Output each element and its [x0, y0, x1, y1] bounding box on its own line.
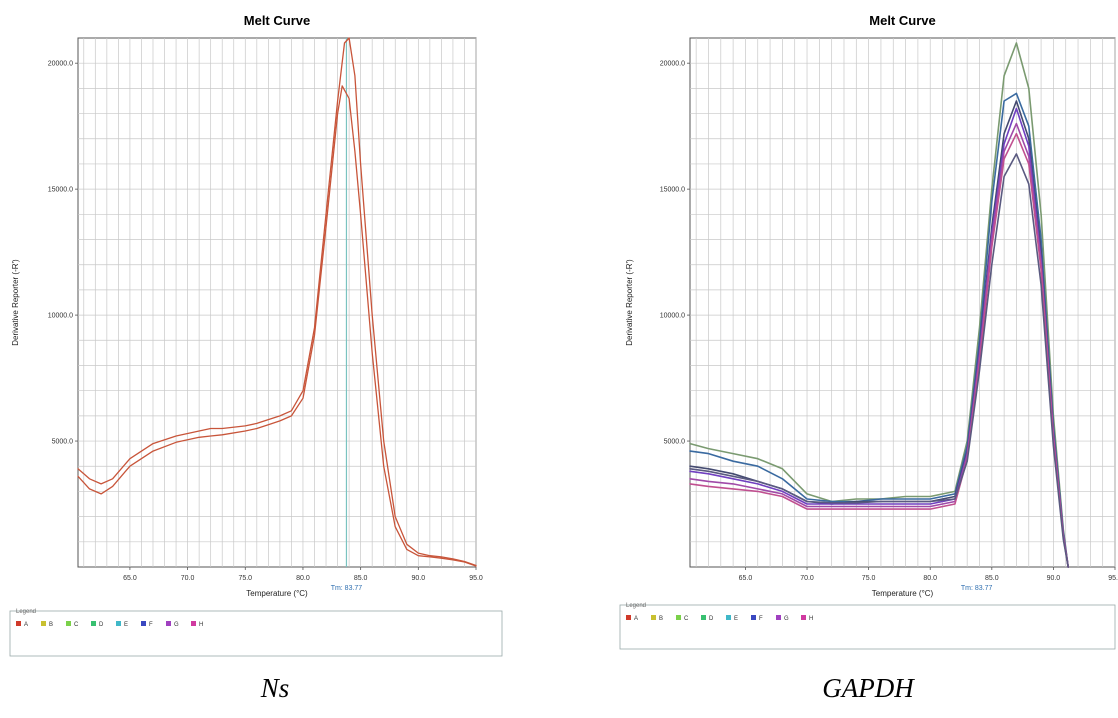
- legend-swatch: [701, 615, 706, 620]
- legend-label: F: [149, 622, 153, 628]
- x-axis-label: Temperature (°C): [246, 589, 308, 598]
- series-line: [689, 153, 1069, 568]
- legend-label: B: [659, 616, 663, 622]
- y-tick-label: 5000.0: [664, 439, 686, 446]
- x-tick-label: 95.0: [1108, 575, 1118, 582]
- x-tick-label: 75.0: [862, 575, 876, 582]
- chart-title: Melt Curve: [869, 13, 935, 28]
- legend-label: D: [99, 622, 104, 628]
- series-line: [689, 92, 1069, 568]
- y-tick-label: 20000.0: [660, 61, 685, 68]
- x-tick-label: 80.0: [296, 575, 310, 582]
- legend-box: [619, 604, 1116, 650]
- legend-label: A: [634, 616, 638, 622]
- plot-area: [77, 37, 477, 568]
- legend: Legend A B C D E F G H: [9, 609, 503, 657]
- legend-label: H: [809, 616, 813, 622]
- legend-swatch: [191, 621, 196, 626]
- x-tick-label: 75.0: [238, 575, 252, 582]
- melt-curve-chart-ns: Melt Curve 65.0 70.0 75.0 80.0 85.0 90.0 95.0 50…: [9, 13, 503, 703]
- x-axis-label: Temperature (°C): [872, 589, 934, 598]
- y-tick-label: 10000.0: [48, 313, 73, 320]
- legend-swatch: [751, 615, 756, 620]
- legend-swatch: [41, 621, 46, 626]
- y-axis-label: Derivative Reporter (-R'): [11, 259, 20, 346]
- x-tick-label: 85.0: [985, 575, 999, 582]
- series-line: [689, 132, 1069, 568]
- chart-title: Melt Curve: [244, 13, 310, 28]
- legend-swatch: [66, 621, 71, 626]
- y-tick-label: 20000.0: [48, 61, 73, 68]
- y-tick-label: 10000.0: [660, 313, 685, 320]
- legend-label: A: [24, 622, 28, 628]
- legend-swatch: [91, 621, 96, 626]
- figure-caption: Ns: [260, 673, 290, 703]
- series-line: [77, 85, 477, 567]
- legend-label: D: [709, 616, 714, 622]
- x-tick-label: 65.0: [123, 575, 137, 582]
- legend-swatch: [116, 621, 121, 626]
- melt-curve-panel-ns: Melt Curve 65.0 70.0 75.0 80.0 85.0 90.0 95.0 50…: [0, 0, 520, 713]
- legend-label: F: [759, 616, 763, 622]
- x-tick-label: 90.0: [412, 575, 426, 582]
- legend-label: B: [49, 622, 53, 628]
- legend-box: [9, 610, 503, 657]
- x-tick-label: 65.0: [739, 575, 753, 582]
- legend-label: E: [124, 622, 128, 628]
- legend: Legend A B C D E F G H: [619, 603, 1116, 650]
- series-line: [689, 42, 1069, 568]
- legend-label: H: [199, 622, 203, 628]
- grid: [78, 38, 477, 567]
- legend-swatch: [801, 615, 806, 620]
- legend-swatch: [726, 615, 731, 620]
- x-tick-label: 85.0: [354, 575, 368, 582]
- legend-swatch: [141, 621, 146, 626]
- series-line: [77, 37, 477, 567]
- legend-label: C: [74, 622, 79, 628]
- series-line: [689, 107, 1069, 568]
- legend-swatch: [16, 621, 21, 626]
- melt-curve-chart-gapdh: Melt Curve 65.0 70.0 75.0 80.0 85.0 90.0 95.0 50…: [619, 13, 1118, 703]
- y-tick-label: 15000.0: [48, 187, 73, 194]
- tm-label: Tm: 83.77: [331, 585, 363, 592]
- series-group: [77, 37, 477, 567]
- legend-label: E: [734, 616, 738, 622]
- legend-label: C: [684, 616, 689, 622]
- y-tick-label: 5000.0: [52, 439, 74, 446]
- x-tick-label: 80.0: [923, 575, 937, 582]
- legend-label: G: [784, 616, 789, 622]
- x-tick-label: 70.0: [800, 575, 814, 582]
- series-group: [689, 42, 1069, 568]
- legend-swatch: [626, 615, 631, 620]
- legend-swatch: [166, 621, 171, 626]
- figure-caption: GAPDH: [822, 673, 915, 703]
- legend-label: G: [174, 622, 179, 628]
- legend-title: Legend: [626, 603, 646, 609]
- legend-swatch: [776, 615, 781, 620]
- x-tick-label: 95.0: [469, 575, 483, 582]
- y-tick-label: 15000.0: [660, 187, 685, 194]
- y-axis-label: Derivative Reporter (-R'): [625, 259, 634, 346]
- legend-title: Legend: [16, 609, 36, 615]
- legend-swatch: [651, 615, 656, 620]
- legend-swatch: [676, 615, 681, 620]
- x-tick-label: 70.0: [181, 575, 195, 582]
- melt-curve-panel-gapdh: Melt Curve 65.0 70.0 75.0 80.0 85.0 90.0 95.0 50…: [605, 0, 1118, 713]
- x-tick-label: 90.0: [1047, 575, 1061, 582]
- tm-label: Tm: 83.77: [961, 585, 993, 592]
